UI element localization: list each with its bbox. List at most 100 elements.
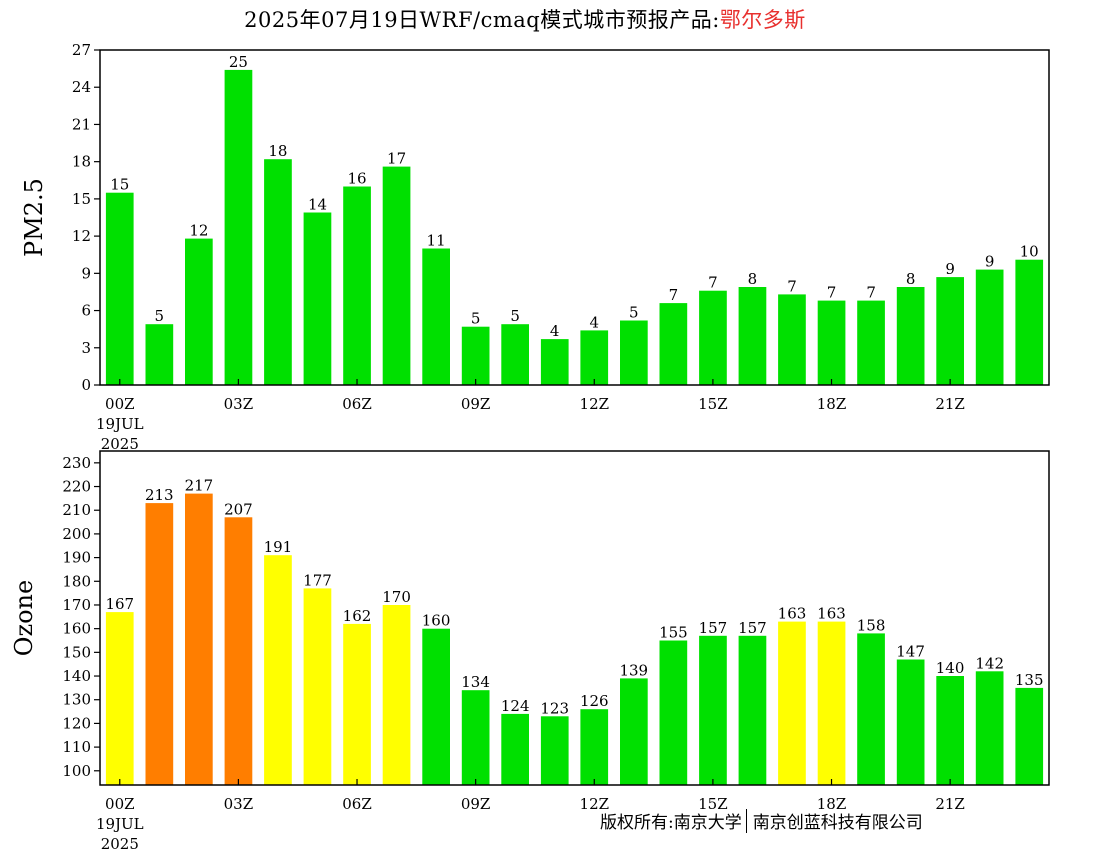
ozone-bar (461, 690, 490, 785)
ozone-bar (343, 623, 371, 785)
ozone-value-label: 157 (699, 619, 728, 637)
pm25-bar (145, 324, 174, 385)
ozone-x-tick-label: 00Z (105, 795, 135, 813)
pm25-bar (303, 212, 332, 385)
ozone-x-tick-label: 09Z (461, 795, 491, 813)
pm25-value-label: 7 (866, 284, 876, 302)
footer-credit: 版权所有:南京大学 南京创蓝科技有限公司 (600, 808, 923, 833)
pm25-x-tick-label: 00Z (105, 395, 135, 413)
pm25-value-label: 5 (471, 310, 481, 328)
pm25-value-label: 12 (189, 222, 208, 240)
ozone-value-label: 158 (857, 616, 886, 634)
pm25-y-tick-label: 6 (81, 302, 91, 320)
ozone-y-axis-label: Ozone (10, 580, 38, 656)
pm25-x-tick-label: 12Z (580, 395, 610, 413)
pm25-bar (896, 287, 925, 385)
ozone-value-label: 162 (343, 607, 372, 625)
ozone-bar (896, 659, 925, 785)
footer-copyright: 版权所有:南京大学 (600, 813, 742, 833)
footer-company: 南京创蓝科技有限公司 (752, 813, 923, 833)
ozone-value-label: 163 (817, 605, 846, 623)
pm25-bar (857, 300, 885, 385)
pm25-value-label: 15 (110, 176, 129, 194)
ozone-y-tick-label: 110 (62, 738, 91, 756)
ozone-x-tick-label: 19JUL (96, 815, 144, 833)
ozone-x-tick-label: 18Z (817, 795, 847, 813)
ozone-bar (303, 588, 332, 785)
pm25-value-label: 5 (510, 307, 520, 325)
pm25-y-tick-label: 12 (72, 227, 91, 245)
ozone-y-tick-label: 170 (62, 596, 91, 614)
pm25-x-tick-label: 03Z (224, 395, 254, 413)
pm25-value-label: 7 (787, 277, 797, 295)
ozone-bar (422, 628, 450, 785)
pm25-y-axis-label: PM2.5 (20, 178, 48, 257)
ozone-bar (185, 493, 213, 785)
ozone-bar (105, 612, 134, 785)
ozone-value-label: 191 (264, 538, 293, 556)
ozone-bar (817, 621, 846, 785)
ozone-x-tick-label: 06Z (342, 795, 372, 813)
pm25-value-label: 10 (1020, 243, 1039, 261)
pm25-bar (501, 324, 529, 385)
pm25-x-tick-label: 09Z (461, 395, 491, 413)
ozone-value-label: 157 (738, 619, 767, 637)
ozone-value-label: 163 (778, 605, 807, 623)
pm25-value-label: 25 (229, 53, 248, 71)
pm25-bar (224, 69, 253, 386)
pm25-y-tick-label: 18 (72, 153, 91, 171)
city-name: 鄂尔多斯 (719, 8, 806, 32)
ozone-value-label: 142 (975, 654, 1004, 672)
ozone-value-label: 213 (145, 486, 174, 504)
ozone-plot-frame (99, 450, 1050, 786)
ozone-value-label: 135 (1015, 671, 1044, 689)
ozone-bar (778, 621, 806, 785)
ozone-bar (145, 503, 174, 785)
ozone-bar (1015, 687, 1044, 785)
ozone-x-tick-label: 15Z (698, 795, 728, 813)
pm25-value-label: 8 (748, 270, 758, 288)
ozone-bar (264, 555, 292, 785)
pm25-value-label: 18 (268, 142, 287, 160)
ozone-bar (580, 709, 609, 785)
pm25-bar (540, 339, 569, 385)
pm25-y-tick-label: 21 (72, 115, 91, 133)
pm25-x-tick-label: 15Z (698, 395, 728, 413)
pm25-value-label: 5 (629, 304, 639, 322)
pm25-value-label: 7 (827, 284, 837, 302)
ozone-x-tick-label: 2025 (101, 835, 139, 850)
pm25-bar (461, 326, 490, 385)
pm25-bar (778, 294, 806, 385)
pm25-value-label: 4 (550, 322, 560, 340)
pm25-bar (105, 192, 134, 385)
pm25-value-label: 9 (945, 260, 955, 278)
pm25-bar (817, 300, 846, 385)
pm25-y-tick-label: 15 (72, 190, 91, 208)
ozone-y-tick-label: 200 (62, 525, 91, 543)
pm25-bar (382, 166, 411, 385)
pm25-x-tick-label: 06Z (342, 395, 372, 413)
pm25-x-tick-label: 19JUL (96, 415, 144, 433)
pm25-plot-frame (99, 49, 1050, 386)
ozone-bar (857, 633, 885, 785)
pm25-bar (659, 303, 688, 385)
ozone-x-tick-label: 03Z (224, 795, 254, 813)
pm25-value-label: 17 (387, 150, 406, 168)
pm25-value-label: 9 (985, 253, 995, 271)
ozone-value-label: 167 (105, 595, 134, 613)
ozone-value-label: 123 (540, 699, 569, 717)
ozone-bar (975, 671, 1004, 785)
ozone-y-tick-label: 190 (62, 549, 91, 567)
pm25-bar (975, 269, 1004, 385)
pm25-y-tick-label: 0 (81, 376, 91, 394)
pm25-y-tick-label: 27 (72, 41, 91, 59)
ozone-value-label: 147 (896, 643, 925, 661)
ozone-bar (540, 716, 569, 785)
ozone-y-tick-label: 180 (62, 572, 91, 590)
ozone-y-tick-label: 120 (62, 714, 91, 732)
ozone-bar (738, 635, 767, 785)
ozone-x-tick-label: 21Z (935, 795, 965, 813)
pm25-y-tick-label: 24 (72, 78, 91, 96)
pm25-value-label: 8 (906, 270, 916, 288)
